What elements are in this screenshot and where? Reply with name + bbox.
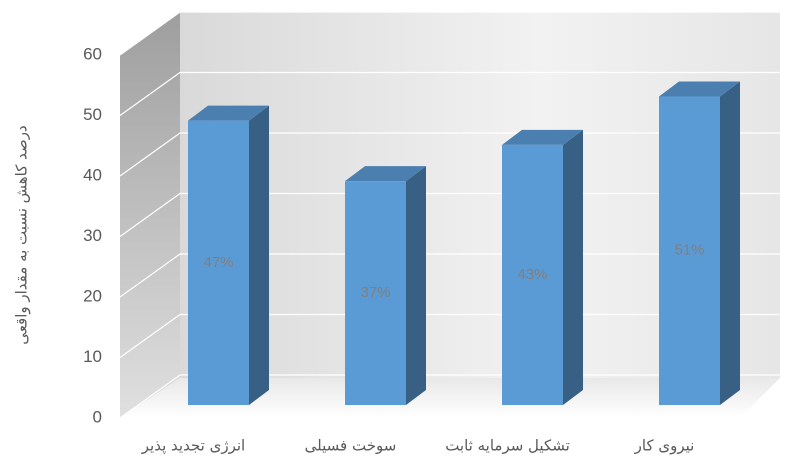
value-label: 43%	[517, 266, 547, 283]
y-tick-label: 60	[83, 44, 102, 63]
bar-side	[720, 81, 740, 405]
y-tick-label: 20	[83, 286, 102, 305]
y-tick-label: 30	[83, 226, 102, 245]
bar-side	[249, 106, 269, 405]
y-tick-label: 0	[93, 407, 102, 426]
value-label: 37%	[360, 284, 390, 301]
x-tick-label: تشکیل سرمایه ثابت	[445, 437, 570, 455]
y-tick-label: 40	[83, 165, 102, 184]
x-tick-label: انرژی تجدید پذیر	[141, 437, 245, 456]
y-tick-label: 50	[83, 105, 102, 124]
chart: درصد کاهش نسبت به مقدار واقعی 0 10 20 30 40 5…	[0, 0, 798, 465]
bar-side	[406, 166, 426, 405]
y-axis-label: درصد کاهش نسبت به مقدار واقعی	[13, 125, 31, 344]
value-label: 51%	[674, 242, 704, 259]
bar-side	[563, 130, 583, 405]
x-tick-label: نیروی کار	[634, 437, 695, 455]
x-tick-label: سوخت فسیلی	[305, 437, 397, 455]
y-tick-label: 10	[83, 347, 102, 366]
value-label: 47%	[203, 254, 233, 271]
